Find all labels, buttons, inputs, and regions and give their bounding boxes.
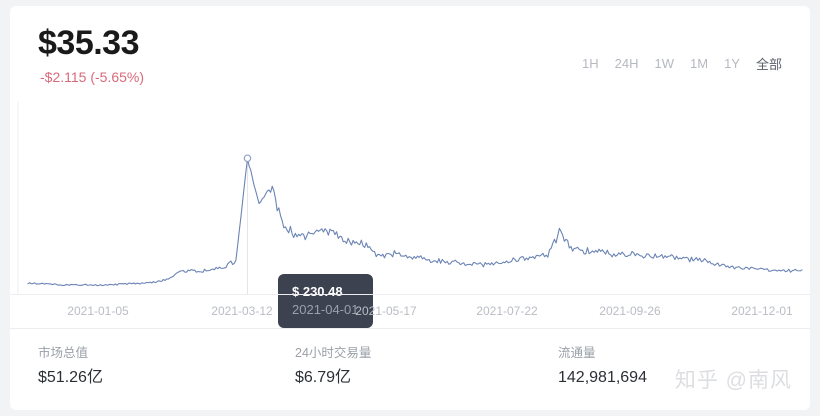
tooltip-value: $ 230.48 — [292, 284, 343, 299]
price-line-chart-svg — [17, 102, 803, 294]
x-tick-label: 2021-12-01 — [731, 304, 793, 318]
x-tick-label: 2021-09-26 — [599, 304, 661, 318]
range-button-24h[interactable]: 24H — [614, 56, 639, 71]
peak-point-marker[interactable] — [243, 154, 252, 163]
stat-value: $51.26亿 — [38, 368, 103, 386]
range-button-1m[interactable]: 1M — [690, 56, 709, 71]
x-tick-label: 2021-07-22 — [476, 304, 538, 318]
range-button-1h[interactable]: 1H — [582, 56, 599, 71]
x-tick-label: 2021-01-05 — [67, 304, 129, 318]
stat-label: 24小时交易量 — [295, 346, 372, 360]
token-stats: 市场总值 $51.26亿 24小时交易量 $6.79亿 流通量 142,981,… — [10, 328, 810, 410]
price-series-line — [27, 158, 803, 287]
stat-24h-volume: 24小时交易量 $6.79亿 — [295, 345, 371, 388]
stat-value: 142,981,694 — [558, 368, 647, 386]
current-price: $35.33 — [38, 24, 140, 62]
chart-x-axis: 2021-01-05 2021-03-12 2021-05-17 2021-07… — [10, 294, 810, 329]
x-tick-label: 2021-05-17 — [355, 304, 417, 318]
stat-label: 市场总值 — [38, 346, 89, 360]
stat-value: $6.79亿 — [295, 368, 352, 386]
range-button-all[interactable]: 全部 — [755, 57, 782, 72]
chart-tooltip: $ 230.48 2021-04-01 — [278, 274, 373, 329]
price-change: -$2.115 (-5.65%) — [40, 69, 145, 85]
stat-circulating-supply: 流通量 142,981,694 — [558, 345, 647, 388]
token-price-card: $35.33 -$2.115 (-5.65%) 1H 24H 1W 1M 1Y … — [10, 6, 810, 410]
time-range-selector[interactable]: 1H 24H 1W 1M 1Y 全部 — [582, 54, 782, 73]
tooltip-date: 2021-04-01 — [292, 301, 359, 317]
range-button-1w[interactable]: 1W — [654, 56, 675, 71]
stat-market-cap: 市场总值 $51.26亿 — [38, 345, 103, 388]
stat-label: 流通量 — [558, 346, 596, 360]
watermark: 知乎 @南风 — [674, 369, 792, 392]
range-button-1y[interactable]: 1Y — [724, 56, 740, 71]
price-header: $35.33 -$2.115 (-5.65%) 1H 24H 1W 1M 1Y … — [10, 6, 810, 102]
price-chart[interactable]: $ 230.48 2021-04-01 — [10, 102, 810, 329]
x-tick-label: 2021-03-12 — [211, 304, 273, 318]
